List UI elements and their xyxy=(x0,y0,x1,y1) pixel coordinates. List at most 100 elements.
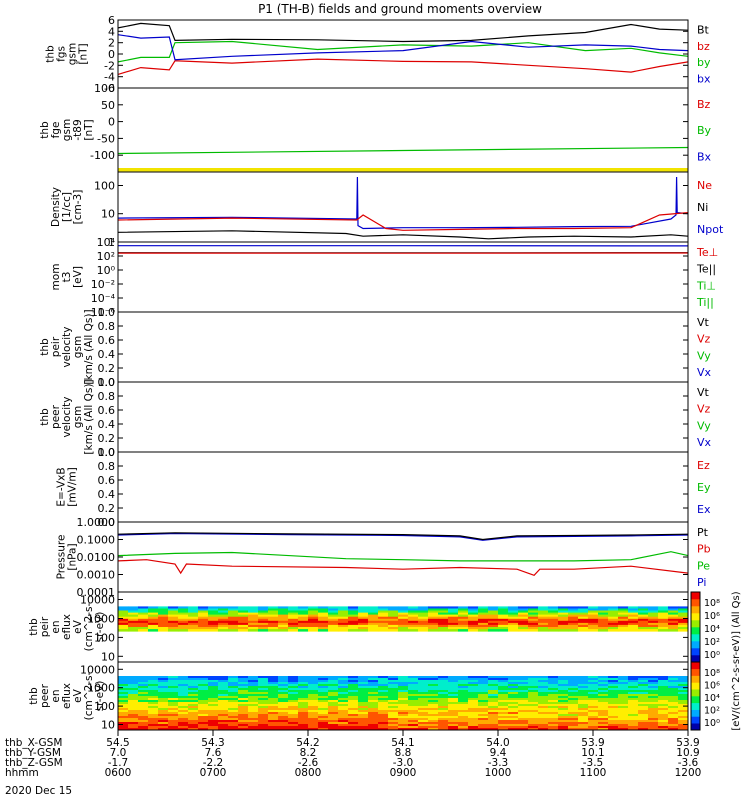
y-axis-label: gsm xyxy=(61,119,73,141)
spectrogram-cell xyxy=(128,694,139,697)
spectrogram-cell xyxy=(418,720,429,723)
spectrogram-cell xyxy=(208,678,219,681)
spectrogram-cell xyxy=(218,622,229,626)
spectrogram-cell xyxy=(558,706,569,709)
spectrogram-cell xyxy=(308,606,319,609)
spectrogram-cell xyxy=(348,622,359,626)
spectrogram-cell xyxy=(188,726,199,729)
x-tick-label: 54.5 xyxy=(106,737,129,749)
legend-entry: Pb xyxy=(697,543,711,556)
spectrogram-cell xyxy=(358,678,369,681)
spectrogram-cell xyxy=(488,680,499,683)
spectrogram-cell xyxy=(468,690,479,693)
spectrogram-cell xyxy=(518,716,529,719)
spectrogram-cell xyxy=(178,698,189,701)
spectrogram-cell xyxy=(648,728,659,731)
spectrogram-cell xyxy=(188,692,199,695)
spectrogram-cell xyxy=(148,718,159,721)
spectrogram-cell xyxy=(128,606,139,609)
spectrogram-cell xyxy=(658,684,669,687)
colorbar-segment xyxy=(691,668,700,676)
spectrogram-cell xyxy=(408,627,419,630)
spectrogram-cell xyxy=(428,624,439,628)
spectrogram-cell xyxy=(318,720,329,723)
spectrogram-cell xyxy=(278,686,289,689)
spectrogram-cell xyxy=(468,724,479,727)
spectrogram-cell xyxy=(268,616,279,620)
y-tick-label: 1000 xyxy=(87,682,115,695)
spectrogram-cell xyxy=(588,720,599,723)
spectrogram-cell xyxy=(488,712,499,715)
spectrogram-cell xyxy=(498,700,509,703)
spectrogram-cell xyxy=(598,714,609,717)
spectrogram-cell xyxy=(288,624,299,628)
spectrogram-cell xyxy=(438,692,449,695)
spectrogram-cell xyxy=(118,694,129,697)
spectrogram-cell xyxy=(528,702,539,705)
spectrogram-cell xyxy=(208,720,219,723)
spectrogram-cell xyxy=(608,610,619,613)
spectrogram-cell xyxy=(208,702,219,705)
spectrogram-cell xyxy=(618,726,629,729)
spectrogram-cell xyxy=(218,684,229,687)
spectrogram-cell xyxy=(148,680,159,683)
spectrogram-cell xyxy=(418,726,429,729)
spectrogram-cell xyxy=(548,696,559,699)
spectrogram-cell xyxy=(658,698,669,701)
spectrogram-cell xyxy=(298,700,309,703)
spectrogram-cell xyxy=(348,710,359,713)
y-tick-label: 0.1000 xyxy=(77,534,116,547)
spectrogram-cell xyxy=(368,624,379,628)
spectrogram-cell xyxy=(148,676,159,679)
spectrogram-cell xyxy=(188,702,199,705)
spectrogram-cell xyxy=(668,704,679,707)
spectrogram-cell xyxy=(568,627,579,630)
spectrogram-cell xyxy=(238,618,249,622)
spectrogram-cell xyxy=(238,714,249,717)
spectrogram-cell xyxy=(478,620,489,624)
spectrogram-cell xyxy=(288,728,299,731)
colorbar-segment xyxy=(691,716,700,724)
spectrogram-cell xyxy=(418,610,429,613)
spectrogram-cell xyxy=(188,682,199,685)
spectrogram-cell xyxy=(428,694,439,697)
spectrogram-cell xyxy=(298,684,309,687)
spectrogram-cell xyxy=(678,629,689,632)
spectrogram-cell xyxy=(678,624,689,628)
spectrogram-cell xyxy=(408,702,419,705)
spectrogram-cell xyxy=(388,682,399,685)
spectrogram-cell xyxy=(568,690,579,693)
spectrogram-cell xyxy=(588,614,599,618)
spectrogram-cell xyxy=(218,612,229,616)
spectrogram-cell xyxy=(378,690,389,693)
y-axis-label: [nPa] xyxy=(67,543,79,570)
spectrogram-cell xyxy=(118,722,129,725)
spectrogram-cell xyxy=(148,696,159,699)
spectrogram-cell xyxy=(428,676,439,679)
spectrogram-cell xyxy=(278,696,289,699)
spectrogram-cell xyxy=(118,620,129,624)
spectrogram-cell xyxy=(388,629,399,632)
spectrogram-cell xyxy=(458,722,469,725)
spectrogram-cell xyxy=(318,702,329,705)
spectrogram-cell xyxy=(178,716,189,719)
spectrogram-cell xyxy=(378,676,389,679)
spectrogram-cell xyxy=(328,692,339,695)
spectrogram-cell xyxy=(138,716,149,719)
spectrogram-cell xyxy=(148,700,159,703)
spectrogram-cell xyxy=(548,724,559,727)
spectrogram-cell xyxy=(638,694,649,697)
series-line-Bt xyxy=(117,22,689,43)
spectrogram-cell xyxy=(538,722,549,725)
spectrogram-cell xyxy=(378,618,389,622)
spectrogram-cell xyxy=(368,612,379,616)
spectrogram-cell xyxy=(518,700,529,703)
y-axis-label: [nT] xyxy=(83,119,95,140)
spectrogram-cell xyxy=(408,616,419,620)
spectrogram-cell xyxy=(128,716,139,719)
spectrogram-cell xyxy=(288,712,299,715)
spectrogram-cell xyxy=(138,714,149,717)
spectrogram-cell xyxy=(408,718,419,721)
spectrogram-cell xyxy=(318,688,329,691)
spectrogram-cell xyxy=(618,698,629,701)
